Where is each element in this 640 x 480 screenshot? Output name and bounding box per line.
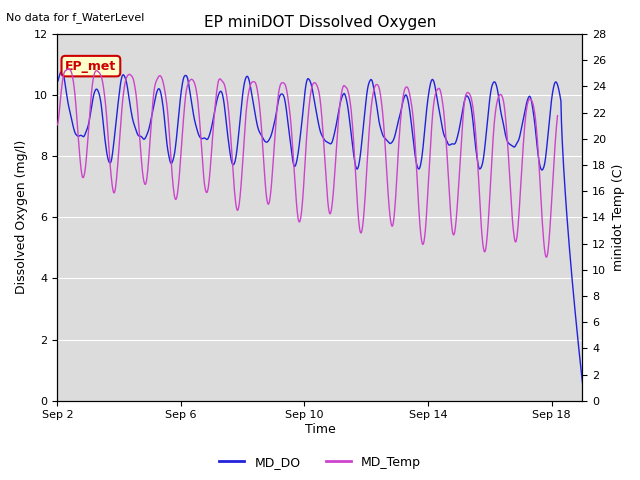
- Text: No data for f_WaterLevel: No data for f_WaterLevel: [6, 12, 145, 23]
- Title: EP miniDOT Dissolved Oxygen: EP miniDOT Dissolved Oxygen: [204, 15, 436, 30]
- Y-axis label: minidot Temp (C): minidot Temp (C): [612, 164, 625, 271]
- X-axis label: Time: Time: [305, 423, 335, 436]
- Text: EP_met: EP_met: [65, 60, 116, 72]
- Legend: MD_DO, MD_Temp: MD_DO, MD_Temp: [214, 451, 426, 474]
- Y-axis label: Dissolved Oxygen (mg/l): Dissolved Oxygen (mg/l): [15, 140, 28, 294]
